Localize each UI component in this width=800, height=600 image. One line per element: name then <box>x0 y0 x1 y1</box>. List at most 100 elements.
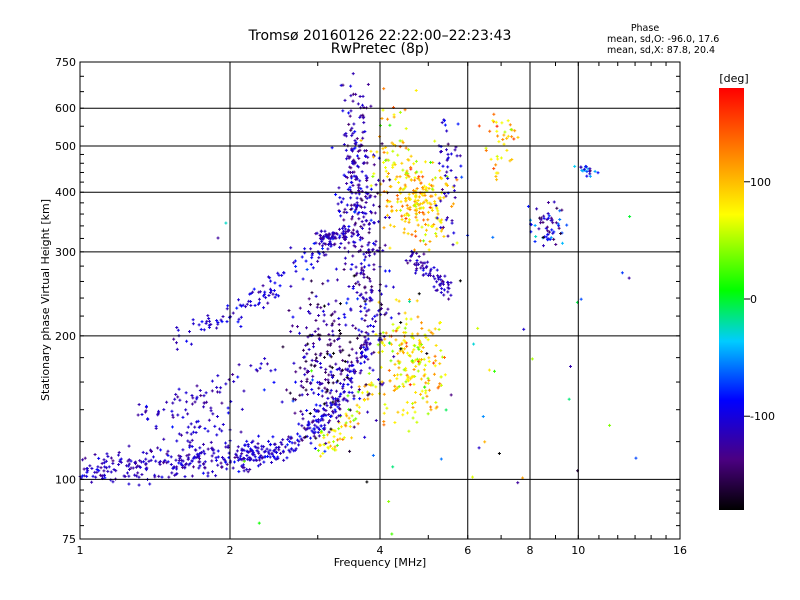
scatter-point <box>290 441 294 445</box>
scatter-point <box>368 366 372 370</box>
scatter-point <box>97 469 101 473</box>
scatter-point <box>338 413 342 417</box>
scatter-point <box>312 427 316 431</box>
scatter-point <box>365 177 369 181</box>
scatter-point <box>338 345 342 349</box>
scatter-point <box>364 255 368 259</box>
scatter-point <box>129 466 133 470</box>
scatter-point <box>204 391 208 395</box>
scatter-point <box>349 308 353 312</box>
scatter-point <box>351 286 355 290</box>
scatter-point <box>174 458 178 462</box>
scatter-point <box>343 98 347 102</box>
scatter-point <box>140 473 144 477</box>
colorbar-tick-label: -100 <box>750 410 775 423</box>
scatter-point <box>311 374 315 378</box>
scatter-point <box>376 378 380 382</box>
scatter-point <box>352 232 356 236</box>
scatter-point <box>364 302 368 306</box>
scatter-point <box>363 149 367 153</box>
scatter-point <box>263 357 267 361</box>
scatter-point <box>363 299 367 303</box>
scatter-point <box>118 459 122 463</box>
scatter-point <box>322 319 326 323</box>
scatter-point <box>272 449 276 453</box>
scatter-point <box>253 455 257 459</box>
scatter-point <box>425 400 429 404</box>
scatter-point <box>349 207 353 211</box>
scatter-point <box>328 391 332 395</box>
scatter-point <box>331 312 335 316</box>
scatter-point <box>396 410 400 414</box>
scatter-point <box>82 467 86 471</box>
scatter-point <box>328 353 332 357</box>
scatter-point <box>413 358 417 362</box>
scatter-point <box>314 318 318 322</box>
scatter-point <box>309 436 313 440</box>
scatter-point <box>364 174 368 178</box>
scatter-point <box>373 211 377 215</box>
scatter-point <box>179 463 183 467</box>
scatter-point <box>169 462 173 466</box>
scatter-point <box>304 359 308 363</box>
scatter-point <box>258 366 262 370</box>
scatter-point <box>322 234 326 238</box>
scatter-point <box>103 465 107 469</box>
scatter-point <box>402 330 406 334</box>
scatter-point <box>162 408 166 412</box>
scatter-point <box>429 330 433 334</box>
scatter-point <box>359 114 363 118</box>
scatter-point <box>370 285 374 289</box>
scatter-point <box>426 260 430 264</box>
scatter-point <box>305 352 309 356</box>
scatter-point <box>347 241 351 245</box>
scatter-point <box>363 306 367 310</box>
scatter-point <box>172 337 176 341</box>
scatter-point <box>393 387 397 391</box>
scatter-point <box>437 385 441 389</box>
scatter-point <box>345 157 349 161</box>
scatter-point <box>252 287 256 291</box>
scatter-point <box>367 241 371 245</box>
scatter-point <box>202 328 206 332</box>
scatter-point <box>191 465 195 469</box>
scatter-point <box>318 382 322 386</box>
scatter-point <box>360 330 364 334</box>
scatter-point <box>285 443 289 447</box>
scatter-point <box>325 433 329 437</box>
scatter-point <box>170 471 174 475</box>
scatter-point <box>419 392 423 396</box>
scatter-point <box>281 438 285 442</box>
scatter-point <box>264 296 268 300</box>
scatter-point <box>189 342 193 346</box>
scatter-point <box>294 380 298 384</box>
scatter-point <box>111 480 115 484</box>
scatter-point <box>380 142 384 146</box>
scatter-point <box>339 332 343 336</box>
scatter-point <box>353 369 357 373</box>
scatter-point <box>357 156 361 160</box>
stats-line-x: mean, sd,X: 87.8, 20.4 <box>607 45 715 56</box>
scatter-point <box>233 456 237 460</box>
scatter-point <box>99 466 103 470</box>
scatter-point <box>212 451 216 455</box>
scatter-point <box>318 233 322 237</box>
scatter-point <box>157 409 161 413</box>
scatter-point <box>323 449 327 453</box>
scatter-point <box>329 237 333 241</box>
scatter-point <box>308 311 312 315</box>
scatter-point <box>264 455 268 459</box>
scatter-point <box>351 183 355 187</box>
scatter-point <box>241 303 245 307</box>
scatter-point <box>216 449 220 453</box>
scatter-point <box>345 210 349 214</box>
scatter-point <box>315 231 319 235</box>
scatter-point <box>350 385 354 389</box>
scatter-point <box>384 331 388 335</box>
scatter-point <box>312 434 316 438</box>
scatter-point <box>357 411 361 415</box>
scatter-point <box>339 372 343 376</box>
scatter-point <box>259 362 263 366</box>
scatter-point <box>277 445 281 449</box>
scatter-point <box>354 221 358 225</box>
